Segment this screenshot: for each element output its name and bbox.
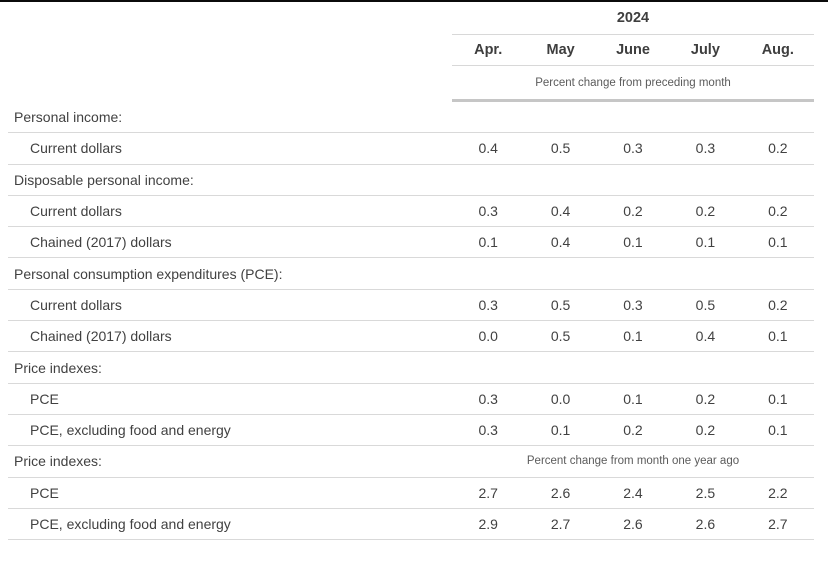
income-pce-table: 2024 Apr. May June July Aug. Percent cha… xyxy=(8,2,814,541)
row-label: Current dollars xyxy=(30,203,122,220)
top-border-rule xyxy=(0,0,828,2)
row-label: PCE, excluding food and energy xyxy=(30,516,231,532)
year-header-row: 2024 xyxy=(452,2,814,35)
cell-value: 0.2 xyxy=(623,203,643,220)
cell-value: 0.0 xyxy=(550,390,571,407)
cell-value: 0.3 xyxy=(478,203,498,220)
row-label: Current dollars xyxy=(30,140,122,157)
cell-value: 0.3 xyxy=(478,296,498,313)
row-label: PCE, excluding food and energy xyxy=(30,422,231,439)
cell-value: 0.4 xyxy=(695,328,716,345)
cell-value: 0.1 xyxy=(550,422,571,439)
cell-value: 0.1 xyxy=(768,390,788,407)
section-row: Price indexes: Percent change from month … xyxy=(8,446,814,478)
row-label: Chained (2017) dollars xyxy=(30,234,172,251)
month-col-may: May xyxy=(546,42,575,58)
cell-value: 0.5 xyxy=(550,296,571,313)
section-row: Personal consumption expenditures (PCE): xyxy=(8,258,814,290)
cell-value: 2.2 xyxy=(768,484,788,501)
table-row: PCE, excluding food and energy 2.9 2.7 2.6 2… xyxy=(8,509,814,541)
cell-value: 0.1 xyxy=(623,390,643,407)
cell-value: 0.5 xyxy=(550,140,571,157)
cell-value: 0.5 xyxy=(695,296,716,313)
row-label: Chained (2017) dollars xyxy=(30,328,172,345)
cell-value: 0.1 xyxy=(768,234,788,251)
cell-value: 0.2 xyxy=(695,422,716,439)
month-col-aug: Aug. xyxy=(761,42,794,58)
cell-value: 0.0 xyxy=(478,328,498,345)
table-row: Current dollars 0.3 0.5 0.3 0.5 0.2 xyxy=(8,290,814,322)
cell-value: 2.9 xyxy=(478,516,498,532)
month-col-july: July xyxy=(690,42,720,58)
cell-value: 0.2 xyxy=(623,422,643,439)
cell-value: 2.5 xyxy=(695,484,716,501)
cell-value: 0.2 xyxy=(695,390,716,407)
cell-value: 2.7 xyxy=(550,516,571,532)
row-label: PCE xyxy=(30,484,59,501)
unit-note: Percent change from month one year ago xyxy=(526,455,740,468)
cell-value: 0.3 xyxy=(478,422,498,439)
table-row: Chained (2017) dollars 0.0 0.5 0.1 0.4 0.1 xyxy=(8,321,814,353)
cell-value: 2.7 xyxy=(768,516,788,532)
cell-value: 0.3 xyxy=(478,390,498,407)
table-row: PCE 2.7 2.6 2.4 2.5 2.2 xyxy=(8,478,814,509)
cell-value: 0.2 xyxy=(768,140,788,157)
row-label: Personal consumption expenditures (PCE): xyxy=(14,265,283,282)
table-row: Current dollars 0.4 0.5 0.3 0.3 0.2 xyxy=(8,133,814,165)
table-row: Current dollars 0.3 0.4 0.2 0.2 0.2 xyxy=(8,196,814,228)
cell-value: 0.1 xyxy=(478,234,498,251)
cell-value: 2.6 xyxy=(550,484,571,501)
cell-value: 0.1 xyxy=(768,422,788,439)
cell-value: 2.7 xyxy=(478,484,498,501)
cell-value: 0.4 xyxy=(478,140,498,157)
cell-value: 0.2 xyxy=(768,296,788,313)
month-header-row: Apr. May June July Aug. xyxy=(452,35,814,66)
table-row: Chained (2017) dollars 0.1 0.4 0.1 0.1 0.1 xyxy=(8,227,814,259)
cell-value: 0.1 xyxy=(623,328,643,345)
cell-value: 0.2 xyxy=(695,203,716,220)
cell-value: 2.4 xyxy=(623,484,643,501)
row-label: PCE xyxy=(30,390,59,407)
table-body: Personal income: Current dollars 0.4 0.5 0.3… xyxy=(8,102,814,541)
section-row: Price indexes: xyxy=(8,352,814,384)
cell-value: 0.3 xyxy=(695,140,716,157)
cell-value: 0.4 xyxy=(550,234,571,251)
section-row: Disposable personal income: xyxy=(8,165,814,196)
cell-value: 0.3 xyxy=(623,296,643,313)
row-label: Disposable personal income: xyxy=(14,171,194,188)
cell-value: 0.1 xyxy=(623,234,643,251)
cell-value: 0.2 xyxy=(768,203,788,220)
cell-value: 0.4 xyxy=(550,203,571,220)
cell-value: 0.3 xyxy=(623,140,643,157)
unit-note: Percent change from preceding month xyxy=(535,76,731,89)
cell-value: 2.6 xyxy=(623,516,643,532)
unit-note-row: Percent change from preceding month xyxy=(452,66,814,102)
cell-value: 0.1 xyxy=(768,328,788,345)
row-label: Personal income: xyxy=(14,109,123,126)
cell-value: 0.5 xyxy=(550,328,571,345)
section-row: Personal income: xyxy=(8,102,814,134)
table-row: PCE, excluding food and energy 0.3 0.1 0.2 0… xyxy=(8,415,814,447)
cell-value: 2.6 xyxy=(695,516,716,532)
cell-value: 0.1 xyxy=(695,234,716,251)
row-label: Price indexes: xyxy=(14,453,102,470)
table-row: PCE 0.3 0.0 0.1 0.2 0.1 xyxy=(8,384,814,415)
month-col-apr: Apr. xyxy=(474,42,503,58)
year-label: 2024 xyxy=(616,10,650,26)
row-label: Price indexes: xyxy=(14,359,102,376)
row-label: Current dollars xyxy=(30,296,122,313)
month-col-june: June xyxy=(616,42,650,58)
